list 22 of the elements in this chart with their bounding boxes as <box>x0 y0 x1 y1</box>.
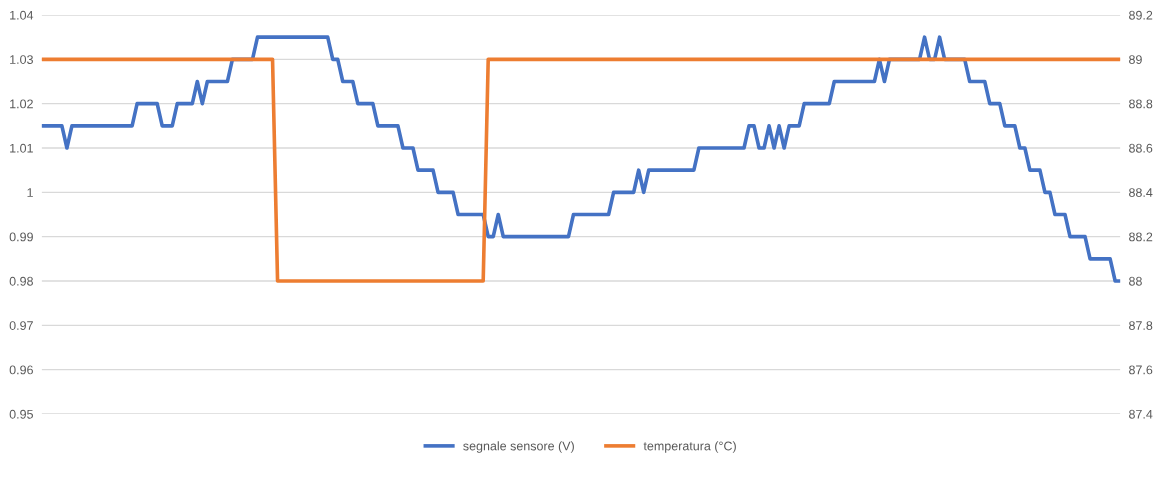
y-tick-label: 1.02 <box>10 99 33 109</box>
y2-tick-label: 88.6 <box>1129 143 1153 153</box>
y-tick-label: 1.03 <box>10 55 33 64</box>
y-tick-label: 1.04 <box>10 10 34 20</box>
y-tick-label: 1.01 <box>10 143 33 153</box>
y-tick-label: 0.98 <box>9 276 33 286</box>
y-tick-label: 0.97 <box>9 321 33 330</box>
y2-tick-label: 88.8 <box>1129 99 1153 109</box>
y2-tick-label: 87.8 <box>1129 321 1153 330</box>
legend-label: temperatura (°C) <box>643 441 736 453</box>
y2-tick-label: 89 <box>1129 55 1142 64</box>
y2-tick-label: 87.6 <box>1129 365 1153 375</box>
y-tick-label: 0.99 <box>9 232 33 242</box>
y2-tick-label: 88.2 <box>1129 232 1153 242</box>
y-tick-label: 1 <box>27 188 33 197</box>
y2-tick-label: 88.4 <box>1129 188 1153 197</box>
y2-tick-label: 89.2 <box>1129 10 1153 20</box>
y2-tick-label: 88 <box>1129 276 1142 286</box>
y-tick-label: 0.96 <box>9 365 33 375</box>
legend-label: segnale sensore (V) <box>463 441 574 453</box>
y-tick-label: 0.95 <box>9 409 33 419</box>
y2-tick-label: 87.4 <box>1129 409 1153 419</box>
